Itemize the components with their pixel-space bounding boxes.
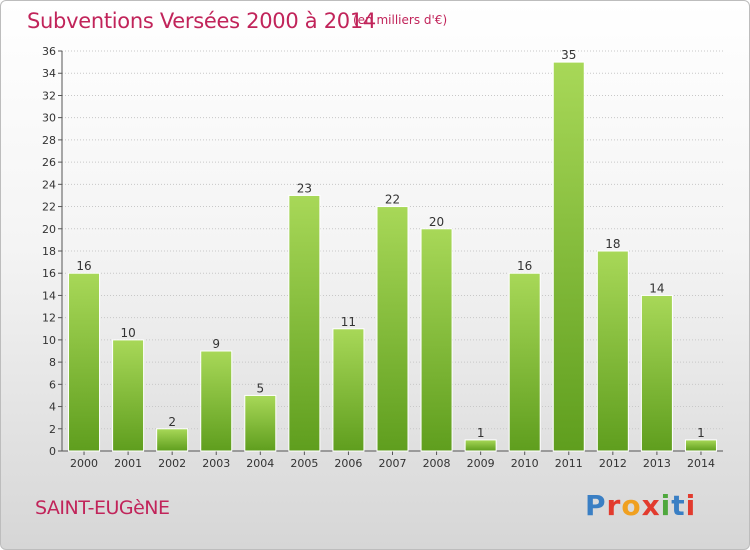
bar-value-label: 23 xyxy=(297,181,312,195)
bar-2002 xyxy=(156,428,189,452)
bars xyxy=(68,61,717,452)
x-tick-label: 2000 xyxy=(70,457,98,470)
commune-name: SAINT-EUGèNE xyxy=(35,497,170,519)
x-tick-label: 2010 xyxy=(511,457,539,470)
bar-2010 xyxy=(508,272,541,452)
x-tick-label: 2007 xyxy=(379,457,407,470)
x-tick-label: 2014 xyxy=(687,457,715,470)
y-tick-label: 6 xyxy=(49,378,56,391)
bar-value-label: 9 xyxy=(212,337,220,351)
chart-title: Subventions Versées 2000 à 2014 xyxy=(27,9,376,33)
y-tick-label: 0 xyxy=(49,445,56,458)
bar-value-label: 20 xyxy=(429,215,444,229)
bar-2008 xyxy=(420,228,453,452)
y-tick-label: 26 xyxy=(42,156,56,169)
y-tick-label: 30 xyxy=(42,112,56,125)
x-tick-label: 2012 xyxy=(599,457,627,470)
bar-value-label: 35 xyxy=(561,48,576,62)
bar-2006 xyxy=(332,328,365,452)
logo-letter: i xyxy=(660,489,672,522)
logo-letter: i xyxy=(685,489,697,522)
y-tick-label: 34 xyxy=(42,67,56,80)
y-tick-label: 20 xyxy=(42,223,56,236)
y-tick-label: 14 xyxy=(42,289,56,302)
bar-2013 xyxy=(640,294,673,452)
bar-value-label: 22 xyxy=(385,193,400,207)
logo-letter: x xyxy=(641,489,661,522)
bar-value-label: 1 xyxy=(697,426,705,440)
x-tick-label: 2003 xyxy=(202,457,230,470)
bar-2011 xyxy=(552,61,585,452)
bar-2001 xyxy=(112,339,145,452)
bar-value-label: 11 xyxy=(341,315,356,329)
bar-value-label: 16 xyxy=(76,259,91,273)
y-tick-label: 12 xyxy=(42,312,56,325)
y-tick-label: 8 xyxy=(49,356,56,369)
y-tick-label: 24 xyxy=(42,178,56,191)
y-tick-label: 2 xyxy=(49,423,56,436)
bar-value-label: 14 xyxy=(649,281,664,295)
x-tick-label: 2009 xyxy=(467,457,495,470)
bar-value-label: 1 xyxy=(477,426,485,440)
y-tick-label: 16 xyxy=(42,267,56,280)
bar-2003 xyxy=(200,350,233,452)
labels: 0246810121416182022242628303234361620001… xyxy=(42,45,715,470)
bar-2000 xyxy=(68,272,101,452)
y-tick-label: 32 xyxy=(42,89,56,102)
y-tick-label: 10 xyxy=(42,334,56,347)
bar-value-label: 16 xyxy=(517,259,532,273)
bar-2012 xyxy=(596,250,629,452)
y-tick-label: 18 xyxy=(42,245,56,258)
logo-letter: t xyxy=(671,489,686,522)
x-tick-label: 2006 xyxy=(334,457,362,470)
bar-value-label: 2 xyxy=(168,415,176,429)
bar-2004 xyxy=(244,394,277,452)
x-tick-label: 2008 xyxy=(423,457,451,470)
bar-2014 xyxy=(684,439,717,452)
logo-letter: o xyxy=(621,489,642,522)
y-tick-label: 28 xyxy=(42,134,56,147)
bar-2007 xyxy=(376,206,409,452)
y-tick-label: 36 xyxy=(42,45,56,58)
x-tick-label: 2005 xyxy=(290,457,318,470)
x-tick-label: 2011 xyxy=(555,457,583,470)
x-tick-label: 2004 xyxy=(246,457,274,470)
x-tick-label: 2013 xyxy=(643,457,671,470)
logo-letter: r xyxy=(606,489,622,522)
x-tick-label: 2001 xyxy=(114,457,142,470)
y-tick-label: 22 xyxy=(42,201,56,214)
bar-value-label: 18 xyxy=(605,237,620,251)
x-tick-label: 2002 xyxy=(158,457,186,470)
bar-2009 xyxy=(464,439,497,452)
proxiti-logo[interactable]: Proxiti xyxy=(585,489,696,522)
bar-value-label: 10 xyxy=(120,326,135,340)
y-tick-label: 4 xyxy=(49,401,56,414)
bar-value-label: 5 xyxy=(256,381,264,395)
bar-2005 xyxy=(288,194,321,452)
logo-letter: P xyxy=(585,489,607,522)
chart-subtitle: (en milliers d'€) xyxy=(353,13,448,27)
